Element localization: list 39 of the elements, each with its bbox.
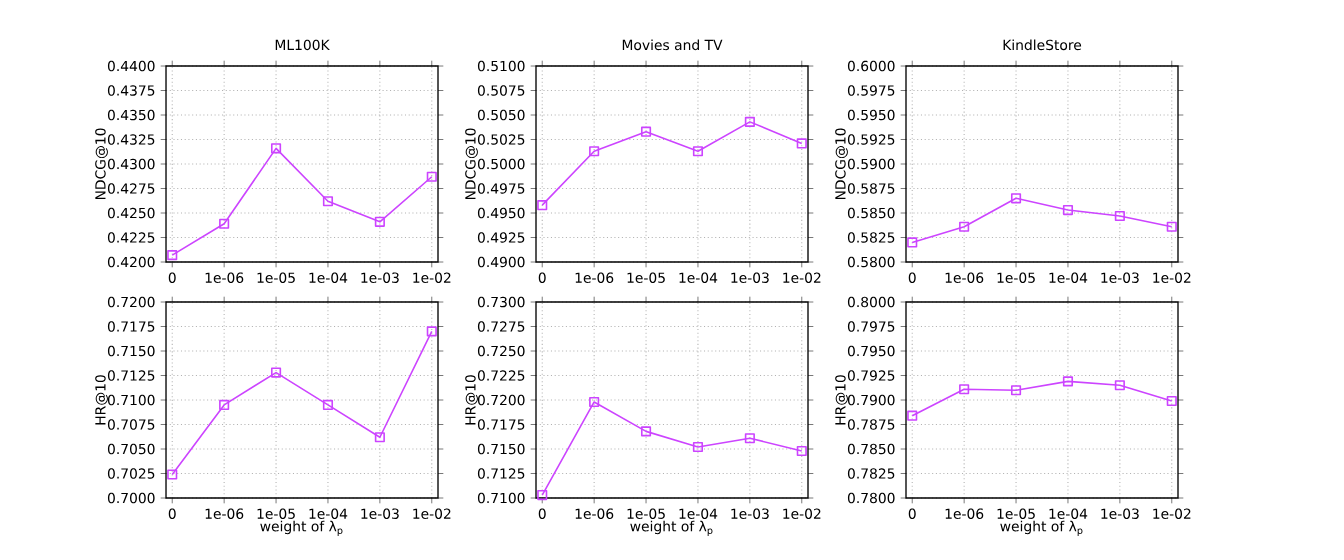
point bbox=[744, 116, 755, 127]
point bbox=[426, 171, 437, 182]
point bbox=[270, 367, 282, 378]
point bbox=[322, 196, 334, 207]
point bbox=[907, 410, 918, 421]
point bbox=[640, 126, 652, 137]
point bbox=[1166, 395, 1177, 407]
point bbox=[219, 218, 230, 229]
point bbox=[1166, 221, 1177, 232]
point bbox=[796, 138, 807, 149]
line-series bbox=[907, 376, 1177, 421]
point bbox=[959, 384, 970, 395]
line-series bbox=[167, 326, 437, 480]
point bbox=[796, 445, 807, 457]
point bbox=[167, 250, 178, 261]
point bbox=[692, 441, 704, 453]
point bbox=[692, 146, 704, 157]
point bbox=[537, 490, 548, 501]
line-series bbox=[907, 193, 1177, 248]
point bbox=[270, 143, 282, 154]
point bbox=[322, 399, 334, 410]
point bbox=[640, 426, 652, 437]
point bbox=[219, 399, 230, 410]
point bbox=[589, 146, 600, 157]
point bbox=[1062, 205, 1074, 216]
point bbox=[589, 396, 600, 408]
point bbox=[1010, 193, 1022, 204]
point bbox=[907, 237, 918, 248]
point bbox=[1062, 376, 1074, 387]
point bbox=[744, 433, 755, 444]
point bbox=[1010, 385, 1022, 396]
point bbox=[374, 432, 385, 443]
point bbox=[537, 200, 548, 211]
point bbox=[426, 326, 437, 337]
point bbox=[167, 469, 178, 480]
point bbox=[1114, 210, 1125, 222]
point bbox=[959, 221, 970, 232]
point bbox=[374, 216, 385, 227]
point bbox=[1114, 380, 1125, 391]
